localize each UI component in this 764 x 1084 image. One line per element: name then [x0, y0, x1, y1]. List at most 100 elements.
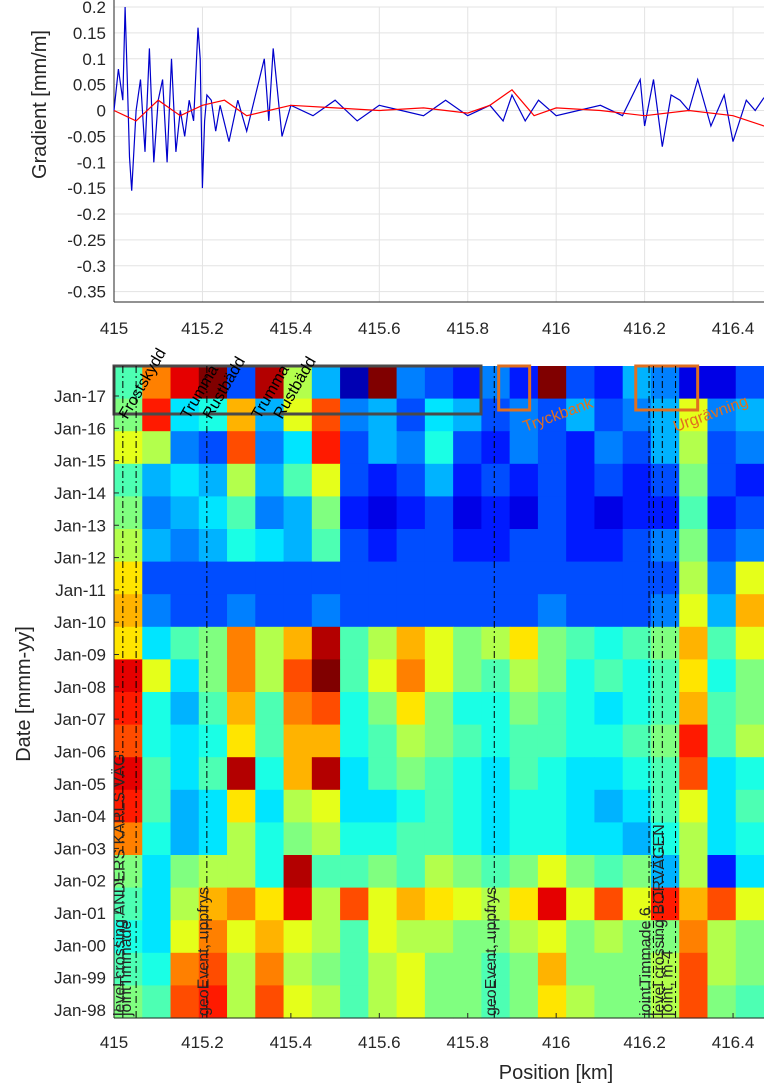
x-tick-label: 416.4 [712, 1033, 755, 1052]
y-tick-label: -0.35 [67, 283, 106, 302]
heatmap-cell [368, 431, 398, 465]
heatmap-cell [622, 920, 652, 954]
heatmap-cell [424, 431, 454, 465]
heatmap-cell [566, 398, 596, 432]
heatmap-cell [255, 724, 285, 758]
heatmap-cell [481, 626, 511, 660]
heatmap-cell [142, 920, 172, 954]
heatmap-cell [198, 887, 228, 921]
heatmap-cell [142, 366, 172, 400]
heatmap-cell [283, 366, 313, 400]
heatmap-cell [340, 463, 369, 497]
heatmap-cell [622, 789, 652, 823]
heatmap-cell [283, 431, 313, 465]
heatmap-cell [481, 822, 511, 856]
y-tick-label: Jan-03 [54, 839, 106, 858]
x-tick-label: 416 [542, 1033, 570, 1052]
heatmap-cell [114, 463, 143, 497]
heatmap-cell [311, 757, 341, 791]
heatmap-cell [311, 366, 341, 400]
heatmap-cell [198, 496, 228, 530]
heatmap-cell [368, 692, 398, 726]
heatmap-cell [424, 724, 454, 758]
y-tick-label: Jan-17 [54, 387, 106, 406]
heatmap-cell [594, 887, 624, 921]
heatmap-cell [622, 594, 652, 628]
y-tick-label: -0.1 [77, 153, 106, 172]
heatmap-cell [566, 692, 596, 726]
heatmap-cell [566, 789, 596, 823]
heatmap-cell [283, 887, 313, 921]
heatmap-cell [283, 855, 313, 889]
heatmap-cell [198, 789, 228, 823]
heatmap-cell [340, 594, 369, 628]
heatmap-cell [170, 920, 200, 954]
heatmap-cell [650, 594, 680, 628]
heatmap-cell [622, 561, 652, 595]
heatmap-cell [142, 561, 172, 595]
heatmap-cell [114, 561, 143, 595]
heatmap-cell [650, 561, 680, 595]
heatmap-cell [283, 789, 313, 823]
heatmap-cell [340, 561, 369, 595]
heatmap-cell [198, 855, 228, 889]
heatmap-cell [509, 855, 539, 889]
heatmap-cell [114, 887, 143, 921]
heatmap-cell [509, 692, 539, 726]
heatmap-cell [368, 757, 398, 791]
heatmap-cell [396, 366, 426, 400]
heatmap-cell [170, 366, 200, 400]
heatmap-cell [114, 822, 143, 856]
heatmap-cell [198, 431, 228, 465]
heatmap-cell [481, 561, 511, 595]
heatmap-cell [227, 431, 256, 465]
heatmap-cell [679, 855, 709, 889]
heatmap-cell [707, 789, 737, 823]
heatmap-cell [481, 887, 511, 921]
heatmap-cell [650, 855, 680, 889]
heatmap-cell [594, 757, 624, 791]
heatmap-cell [227, 659, 256, 693]
heatmap-cell [340, 855, 369, 889]
heatmap-cell [114, 692, 143, 726]
heatmap-cell [283, 985, 313, 1019]
y-tick-label: Jan-98 [54, 1001, 106, 1020]
heatmap-cell [622, 985, 652, 1019]
heatmap-cell [340, 789, 369, 823]
date-position-heatmap: Jan-17 Jan-16 Jan-15 Jan-14 Jan-13 Jan-12 Jan-… [13, 346, 764, 1084]
heatmap-cell [707, 561, 737, 595]
heatmap-cell [283, 496, 313, 530]
heatmap-cell [679, 561, 709, 595]
heatmap-cell [566, 985, 596, 1019]
heatmap-cell [650, 431, 680, 465]
heatmap-cell [424, 659, 454, 693]
heatmap-cell [566, 920, 596, 954]
heatmap-cell [509, 366, 539, 400]
heatmap-cell [255, 626, 285, 660]
heatmap-cell [509, 626, 539, 660]
heatmap-cell [509, 757, 539, 791]
heatmap-cell [396, 431, 426, 465]
heatmap-cell [283, 920, 313, 954]
heatmap-cell [311, 855, 341, 889]
heatmap-cell [255, 855, 285, 889]
heatmap-cell [735, 692, 764, 726]
y-tick-label: Jan-11 [55, 581, 106, 600]
heatmap-cell [396, 594, 426, 628]
heatmap-cell [227, 822, 256, 856]
x-tick-label: 416.4 [712, 319, 755, 338]
heatmap-cell [255, 594, 285, 628]
heatmap-cell [396, 822, 426, 856]
heatmap-cell [679, 952, 709, 986]
y-tick-label: -0.2 [77, 205, 106, 224]
y-tick-label: -0.15 [67, 179, 106, 198]
heatmap-cell [396, 496, 426, 530]
heatmap-cell [368, 855, 398, 889]
heatmap-cell [650, 887, 680, 921]
heatmap-cell [622, 529, 652, 563]
heatmap-cell [707, 692, 737, 726]
heatmap-cell [509, 594, 539, 628]
heatmap-cell [142, 594, 172, 628]
x-tick-label: 415.8 [446, 319, 489, 338]
heatmap-cell [227, 529, 256, 563]
